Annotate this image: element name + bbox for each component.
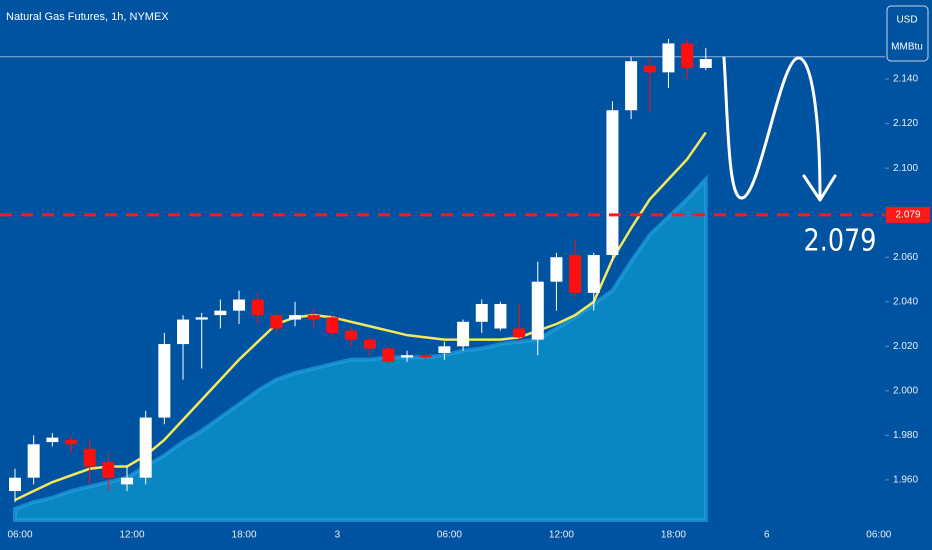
- candle-body: [83, 448, 96, 467]
- candle-body: [121, 477, 134, 485]
- x-tick-label: 3: [335, 530, 341, 541]
- candle-body: [177, 319, 190, 345]
- area: [13, 174, 708, 522]
- candle-body: [587, 254, 600, 293]
- price-label: 2.079: [895, 210, 920, 221]
- candle-body: [513, 328, 526, 338]
- candle-body: [326, 317, 339, 333]
- x-tick-label: 18:00: [661, 530, 686, 541]
- line: [14, 131, 707, 502]
- candle-body: [494, 303, 507, 329]
- price-label-box: [886, 206, 930, 223]
- unit: MMBtu: [891, 42, 923, 53]
- y-tick-label: 2.060: [893, 252, 918, 263]
- x-tick-label: 18:00: [232, 530, 257, 541]
- x-tick-label: 06:00: [7, 530, 32, 541]
- candle-body: [102, 462, 115, 478]
- candle-body: [139, 417, 152, 478]
- candle-body: [195, 317, 208, 320]
- candle-body: [438, 346, 451, 353]
- x-tick-label: 12:00: [120, 530, 145, 541]
- x-tick-label: 06:00: [866, 530, 891, 541]
- candle-body: [270, 315, 283, 329]
- drawn-arrow-head: [802, 174, 837, 202]
- candle-body: [475, 303, 488, 322]
- candle-body: [681, 43, 694, 68]
- x-tick-label: 6: [764, 530, 770, 541]
- candle-body: [345, 330, 358, 340]
- y-tick-label: 2.140: [893, 74, 918, 85]
- candle-body: [699, 59, 712, 68]
- candle-body: [158, 344, 171, 418]
- candle-body: [46, 437, 59, 443]
- candle-body: [662, 43, 675, 73]
- y-tick-label: 2.020: [893, 341, 918, 352]
- candle-body: [531, 281, 544, 340]
- candle-body: [251, 299, 264, 316]
- y-tick-label: 2.040: [893, 296, 918, 307]
- candle-body: [363, 339, 376, 349]
- price-annotation: 2.079: [804, 223, 877, 259]
- candle-body: [27, 444, 40, 478]
- candle-body: [289, 315, 302, 320]
- y-tick-label: 1.980: [893, 430, 918, 441]
- candle-body: [643, 65, 656, 73]
- candle-body: [9, 477, 21, 492]
- candle-body: [214, 310, 227, 316]
- candle-body: [550, 257, 563, 282]
- candle-body: [569, 254, 582, 293]
- candle-body: [419, 355, 432, 358]
- candle-body: [606, 110, 619, 255]
- candle-body: [233, 299, 246, 311]
- y-tick-label: 1.960: [893, 475, 918, 486]
- y-tick-label: 2.100: [893, 163, 918, 174]
- x-tick-label: 06:00: [437, 530, 462, 541]
- drawn-arrow: [722, 56, 822, 200]
- candle-body: [625, 61, 638, 111]
- plot-area: [0, 38, 885, 522]
- x-tick-label: 12:00: [549, 530, 574, 541]
- y-tick-label: 2.120: [893, 118, 918, 129]
- candle-body: [307, 315, 320, 320]
- chart-title: Natural Gas Futures, 1h, NYMEX: [6, 11, 169, 23]
- currency: USD: [896, 15, 917, 26]
- candle-body: [457, 321, 470, 347]
- candle-body: [382, 348, 395, 362]
- candle-body: [401, 355, 414, 358]
- candle-body: [65, 439, 78, 445]
- y-tick-label: 2.000: [893, 385, 918, 396]
- currency-box[interactable]: [886, 5, 929, 62]
